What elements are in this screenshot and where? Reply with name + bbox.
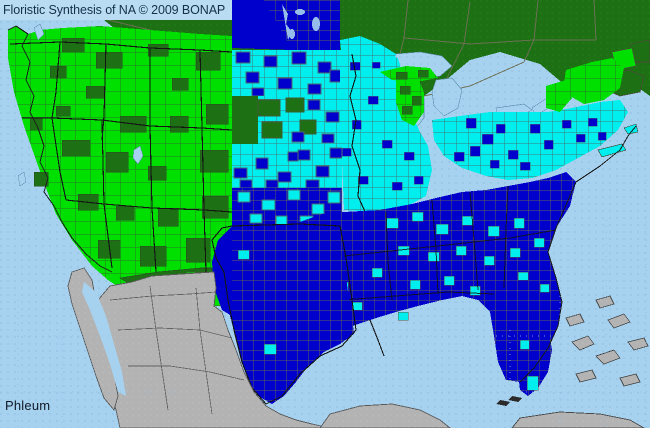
region-mexico bbox=[67, 267, 649, 428]
taxon-name-label: Phleum bbox=[5, 398, 51, 413]
region-midwest-cyan bbox=[340, 36, 438, 357]
map-title: Floristic Synthesis of NA © 2009 BONAP bbox=[3, 2, 226, 17]
graticule bbox=[0, 180, 650, 428]
region-northeast bbox=[432, 58, 639, 180]
region-northern-plains bbox=[232, 0, 343, 226]
coastline bbox=[7, 25, 637, 383]
region-southeast-blue bbox=[272, 172, 576, 396]
region-texas bbox=[211, 222, 357, 405]
map-title-box: Floristic Synthesis of NA © 2009 BONAP bbox=[0, 0, 232, 20]
